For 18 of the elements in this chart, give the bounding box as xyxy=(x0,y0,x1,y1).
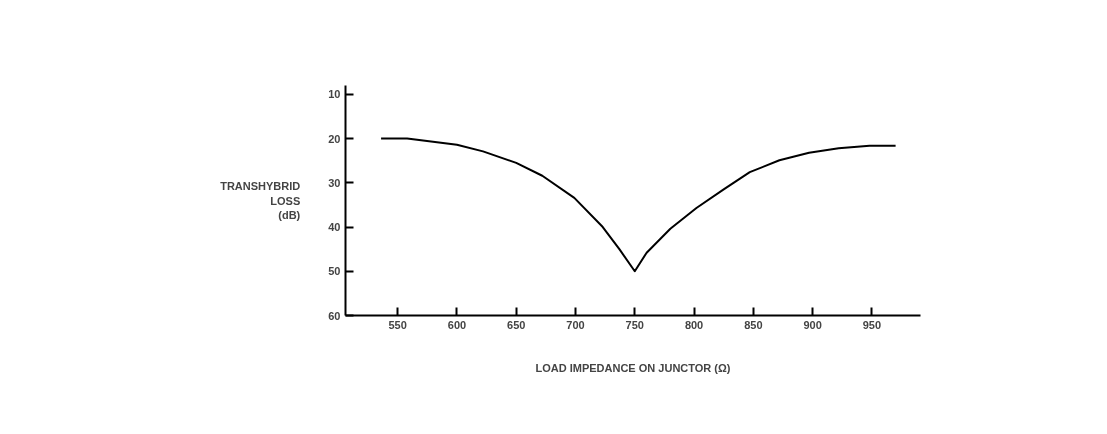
y-tick-label: 50 xyxy=(328,265,341,278)
x-tick-label: 950 xyxy=(862,318,882,331)
y-tick-label: 60 xyxy=(328,309,341,322)
x-tick-label: 850 xyxy=(744,318,763,331)
x-tick-label: 650 xyxy=(507,318,526,331)
x-tick-label: 900 xyxy=(803,318,822,331)
x-tick-label: 750 xyxy=(625,318,644,331)
x-tick-label: 700 xyxy=(566,318,585,331)
y-tick-label: 10 xyxy=(328,88,341,101)
line-series xyxy=(380,137,897,273)
y-tick-label: 30 xyxy=(328,176,341,189)
x-tick-label: 550 xyxy=(388,318,407,331)
y-tick-label: 20 xyxy=(328,132,341,145)
x-tick-label: 600 xyxy=(447,318,467,331)
y-axis-title: TRANSHYBRID LOSS (dB) xyxy=(220,180,301,221)
x-tick-label: 800 xyxy=(684,318,704,331)
y-tick-label: 40 xyxy=(328,221,341,234)
x-axis-title: LOAD IMPEDANCE ON JUNCTOR (Ω) xyxy=(535,361,731,374)
